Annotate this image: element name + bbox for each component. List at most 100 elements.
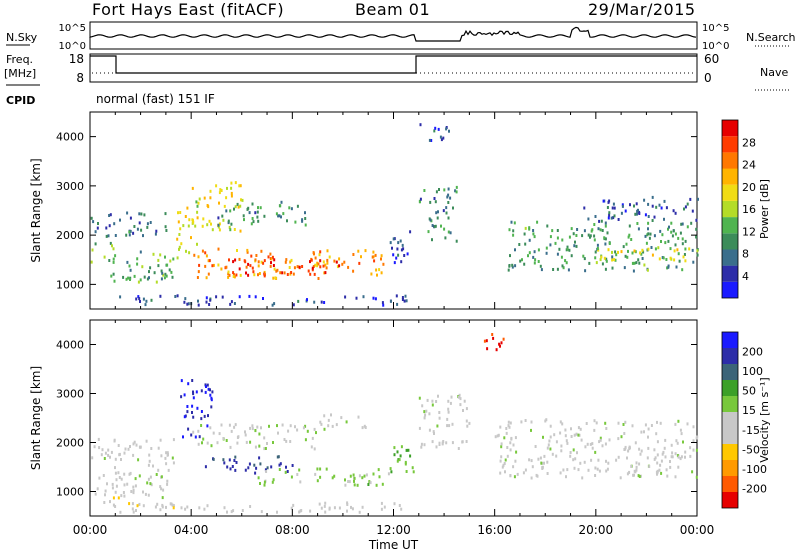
heatmap-cell	[211, 390, 214, 394]
heatmap-cell	[263, 483, 266, 487]
colorbar-swatch	[722, 412, 738, 428]
heatmap-cell	[390, 470, 393, 474]
heatmap-cell	[556, 236, 559, 240]
heatmap-cell	[650, 246, 653, 249]
heatmap-cell	[537, 457, 540, 461]
heatmap-cell	[681, 237, 684, 241]
heatmap-cell	[200, 389, 203, 393]
heatmap-cell	[568, 248, 571, 252]
heatmap-cell	[119, 295, 122, 299]
heatmap-cell	[607, 200, 610, 204]
heatmap-cell	[174, 295, 177, 298]
heatmap-cell	[188, 251, 191, 255]
heatmap-cell	[500, 341, 503, 345]
heatmap-cell	[594, 250, 597, 254]
heatmap-cell	[114, 490, 117, 494]
heatmap-cell	[447, 193, 450, 197]
heatmap-cell	[638, 475, 641, 478]
heatmap-cell	[129, 445, 131, 448]
heatmap-cell	[233, 275, 236, 279]
heatmap-cell	[555, 454, 558, 458]
heatmap-cell	[458, 393, 461, 397]
heatmap-cell	[159, 485, 162, 489]
heatmap-cell	[246, 250, 249, 254]
heatmap-cell	[263, 436, 266, 440]
heatmap-cell	[581, 476, 584, 480]
nave-label: Nave	[760, 66, 789, 79]
heatmap-cell	[601, 229, 604, 232]
heatmap-cell	[255, 254, 258, 257]
heatmap-cell	[383, 505, 386, 509]
heatmap-cell	[633, 204, 635, 208]
heatmap-cell	[638, 212, 641, 215]
x-tick-label: 00:00	[73, 523, 108, 537]
heatmap-cell	[120, 477, 123, 481]
heatmap-cell	[96, 487, 99, 491]
heatmap-cell	[509, 254, 511, 258]
heatmap-cell	[294, 425, 296, 429]
heatmap-cell	[312, 251, 315, 255]
heatmap-cell	[226, 510, 228, 514]
heatmap-cell	[97, 222, 99, 225]
heatmap-cell	[604, 242, 607, 246]
heatmap-cell	[392, 237, 395, 241]
heatmap-cell	[217, 223, 220, 227]
heatmap-cell	[257, 206, 259, 210]
heatmap-cell	[673, 258, 676, 262]
heatmap-cell	[438, 416, 441, 420]
heatmap-cell	[238, 184, 241, 188]
heatmap-cell	[671, 455, 674, 459]
heatmap-cell	[260, 260, 263, 264]
heatmap-cell	[195, 200, 198, 204]
heatmap-cell	[128, 264, 131, 268]
heatmap-cell	[117, 444, 120, 447]
heatmap-cell	[401, 243, 404, 247]
heatmap-cell	[198, 506, 201, 510]
heatmap-cell	[560, 449, 563, 453]
heatmap-cell	[112, 260, 115, 264]
heatmap-cell	[540, 461, 543, 465]
colorbar-tick: -200	[742, 482, 767, 495]
heatmap-cell	[512, 465, 515, 469]
heatmap-cell	[227, 270, 230, 274]
heatmap-cell	[294, 220, 297, 224]
heatmap-cell	[201, 224, 204, 228]
heatmap-cell	[322, 264, 325, 268]
heatmap-cell	[674, 243, 677, 247]
heatmap-cell	[658, 257, 661, 261]
heatmap-cell	[584, 269, 587, 273]
heatmap-cell	[565, 261, 568, 265]
heatmap-cell	[161, 505, 164, 509]
heatmap-cell	[661, 233, 664, 237]
heatmap-cell	[206, 383, 209, 387]
heatmap-cell	[613, 206, 616, 210]
heatmap-cell	[545, 246, 548, 250]
heatmap-cell	[97, 437, 100, 441]
heatmap-cell	[628, 446, 631, 450]
heatmap-cell	[446, 417, 449, 421]
heatmap-cell	[457, 395, 460, 399]
freq-label: Freq.	[6, 53, 34, 66]
heatmap-cell	[435, 400, 438, 403]
colorbar-tick: 50	[742, 385, 756, 398]
heatmap-cell	[266, 442, 268, 445]
heatmap-cell	[358, 510, 361, 514]
heatmap-cell	[143, 213, 146, 217]
heatmap-cell	[159, 294, 162, 298]
heatmap-cell	[656, 440, 659, 444]
heatmap-cell	[606, 231, 609, 235]
heatmap-cell	[647, 247, 650, 251]
heatmap-cell	[647, 232, 650, 236]
heatmap-cell	[331, 476, 334, 480]
heatmap-cell	[301, 265, 304, 268]
heatmap-cell	[656, 469, 659, 473]
heatmap-cell	[399, 239, 402, 243]
heatmap-cell	[276, 424, 278, 428]
heatmap-cell	[627, 249, 629, 253]
heatmap-cell	[98, 446, 101, 450]
heatmap-cell	[637, 208, 639, 212]
heatmap-cell	[114, 457, 117, 461]
heatmap-cell	[508, 264, 511, 268]
heatmap-cell	[263, 480, 266, 484]
heatmap-cell	[320, 422, 323, 426]
